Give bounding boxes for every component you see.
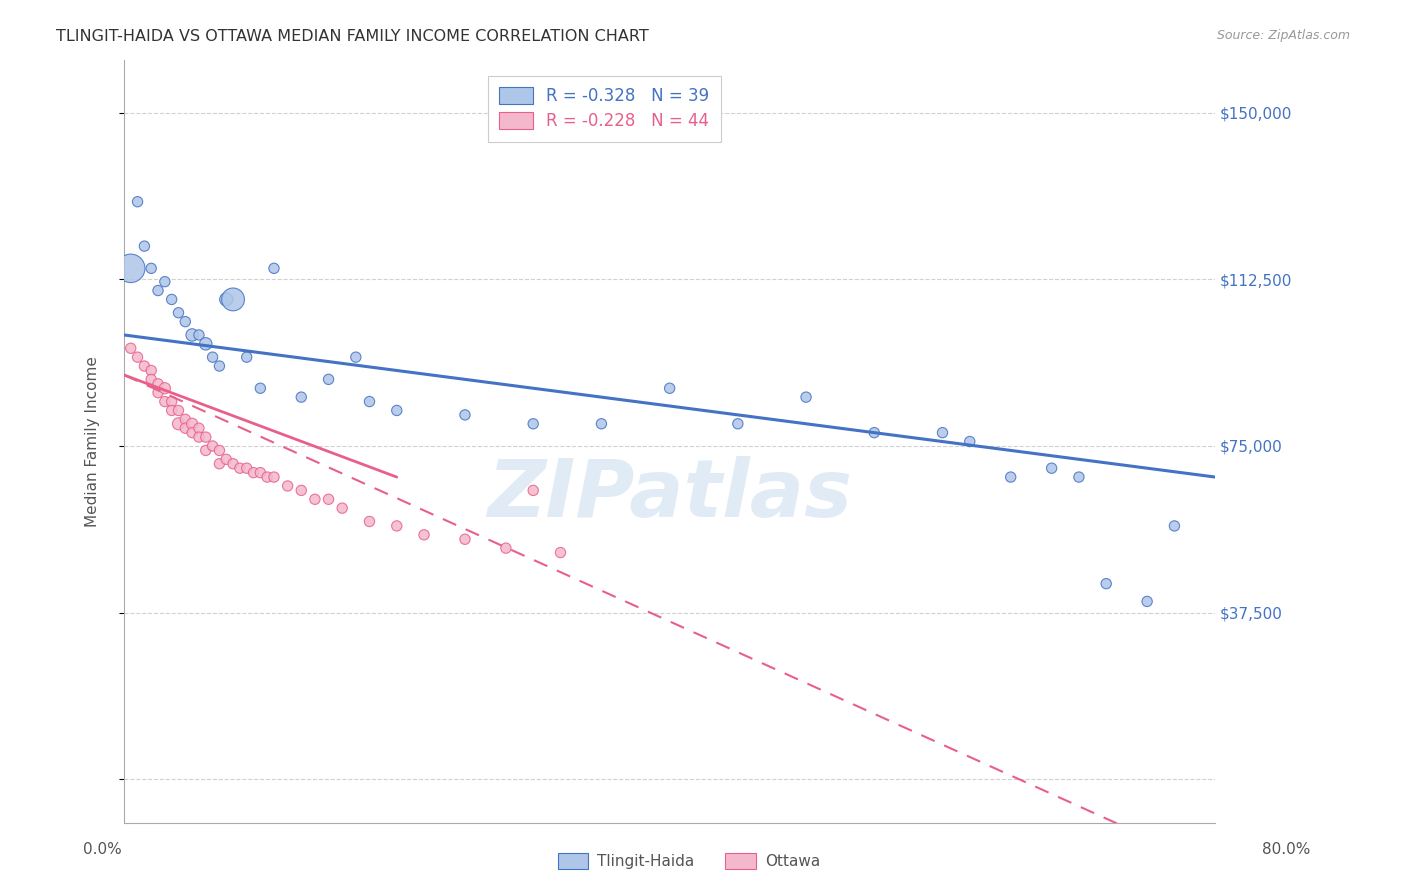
Point — [160, 293, 183, 307]
Point — [208, 457, 231, 471]
Point — [141, 261, 163, 276]
Point — [454, 533, 477, 547]
Point — [134, 359, 156, 373]
Point — [167, 417, 190, 431]
Point — [235, 350, 257, 364]
Point — [385, 519, 408, 533]
Point — [181, 425, 204, 440]
Point — [120, 261, 142, 276]
Point — [727, 417, 749, 431]
Point — [344, 350, 367, 364]
Point — [454, 408, 477, 422]
Point — [413, 528, 436, 542]
Point — [1000, 470, 1022, 484]
Point — [222, 293, 245, 307]
Point — [194, 443, 217, 458]
Point — [1067, 470, 1090, 484]
Text: 0.0%: 0.0% — [83, 842, 122, 856]
Point — [959, 434, 981, 449]
Point — [215, 452, 238, 467]
Point — [330, 501, 353, 516]
Point — [222, 457, 245, 471]
Point — [187, 328, 209, 343]
Legend: Tlingit-Haida, Ottawa: Tlingit-Haida, Ottawa — [551, 847, 827, 875]
Point — [174, 421, 197, 435]
Point — [249, 466, 271, 480]
Point — [181, 417, 204, 431]
Point — [215, 293, 238, 307]
Point — [263, 261, 285, 276]
Point — [208, 443, 231, 458]
Point — [141, 372, 163, 386]
Point — [153, 394, 176, 409]
Point — [127, 350, 149, 364]
Point — [931, 425, 953, 440]
Point — [235, 461, 257, 475]
Point — [141, 363, 163, 377]
Point — [290, 390, 312, 404]
Text: 80.0%: 80.0% — [1263, 842, 1310, 856]
Point — [290, 483, 312, 498]
Point — [181, 328, 204, 343]
Point — [1095, 576, 1118, 591]
Point — [194, 430, 217, 444]
Point — [591, 417, 613, 431]
Point — [187, 430, 209, 444]
Point — [249, 381, 271, 395]
Point — [522, 483, 544, 498]
Point — [146, 385, 169, 400]
Legend: R = -0.328   N = 39, R = -0.228   N = 44: R = -0.328 N = 39, R = -0.228 N = 44 — [488, 76, 721, 142]
Point — [256, 470, 278, 484]
Point — [201, 350, 224, 364]
Point — [304, 492, 326, 507]
Point — [167, 306, 190, 320]
Point — [160, 394, 183, 409]
Point — [174, 412, 197, 426]
Text: ZIPatlas: ZIPatlas — [486, 456, 852, 534]
Point — [318, 492, 340, 507]
Point — [522, 417, 544, 431]
Point — [194, 336, 217, 351]
Point — [153, 381, 176, 395]
Point — [201, 439, 224, 453]
Text: Source: ZipAtlas.com: Source: ZipAtlas.com — [1216, 29, 1350, 42]
Point — [208, 359, 231, 373]
Point — [160, 403, 183, 417]
Point — [318, 372, 340, 386]
Point — [120, 341, 142, 355]
Point — [550, 545, 572, 559]
Point — [263, 470, 285, 484]
Point — [187, 421, 209, 435]
Point — [863, 425, 886, 440]
Point — [242, 466, 264, 480]
Point — [359, 515, 381, 529]
Point — [146, 284, 169, 298]
Point — [153, 275, 176, 289]
Point — [167, 403, 190, 417]
Point — [1040, 461, 1063, 475]
Point — [1163, 519, 1185, 533]
Point — [134, 239, 156, 253]
Point — [385, 403, 408, 417]
Point — [794, 390, 817, 404]
Point — [146, 376, 169, 391]
Point — [495, 541, 517, 555]
Y-axis label: Median Family Income: Median Family Income — [86, 356, 100, 527]
Point — [359, 394, 381, 409]
Text: TLINGIT-HAIDA VS OTTAWA MEDIAN FAMILY INCOME CORRELATION CHART: TLINGIT-HAIDA VS OTTAWA MEDIAN FAMILY IN… — [56, 29, 650, 45]
Point — [174, 315, 197, 329]
Point — [127, 194, 149, 209]
Point — [229, 461, 252, 475]
Point — [277, 479, 299, 493]
Point — [1136, 594, 1159, 608]
Point — [658, 381, 681, 395]
